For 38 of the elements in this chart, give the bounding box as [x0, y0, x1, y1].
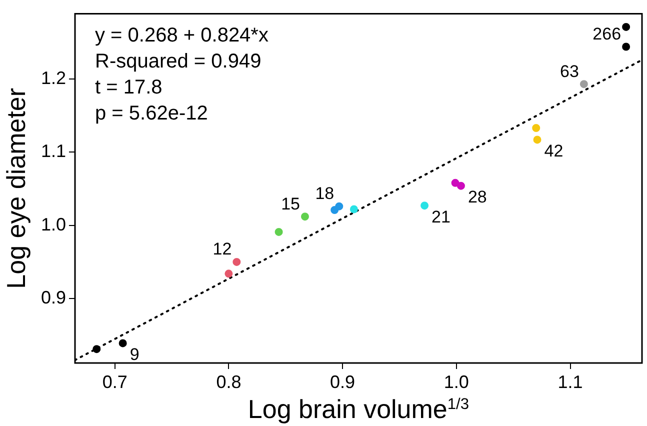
annotation: 28: [468, 188, 487, 207]
annotation: 266: [592, 24, 622, 44]
y-tick-label: 0.9: [40, 288, 66, 308]
annotation: 63: [560, 62, 579, 81]
point: [232, 258, 241, 266]
point: [533, 136, 542, 144]
annotation: p = 5.62e-12: [95, 102, 208, 124]
point: [456, 182, 465, 190]
x-tick-label: 1.0: [444, 372, 469, 392]
point: [622, 22, 630, 31]
y-tick-label: 1.1: [40, 141, 66, 162]
y-axis-title: Log eye diameter: [1, 88, 32, 289]
point: [335, 202, 344, 210]
point: [350, 205, 358, 214]
point: [118, 339, 127, 348]
x-tick-label: 0.7: [102, 372, 128, 392]
point: [580, 80, 588, 88]
annotation: 42: [544, 141, 564, 160]
point: [224, 270, 233, 278]
annotation: 21: [432, 207, 450, 226]
point: [622, 42, 630, 51]
annotation: t = 17.8: [95, 76, 162, 98]
point: [420, 202, 429, 210]
annotation: 18: [315, 184, 334, 204]
y-tick-label: 1.2: [40, 68, 66, 88]
annotation: R-squared = 0.949: [95, 50, 262, 72]
y-tick-label: 1.0: [40, 214, 66, 234]
point: [274, 228, 283, 236]
annotation: 15: [281, 194, 300, 214]
annotation: 9: [130, 344, 140, 364]
x-tick-label: 0.9: [330, 372, 356, 392]
annotation: y = 0.268 + 0.824*x: [95, 24, 268, 46]
x-tick-label: 1.1: [558, 372, 583, 392]
point: [92, 345, 101, 354]
point: [300, 212, 309, 221]
point: [532, 124, 540, 132]
x-tick-label: 0.8: [216, 372, 242, 392]
annotation: 12: [212, 240, 232, 259]
